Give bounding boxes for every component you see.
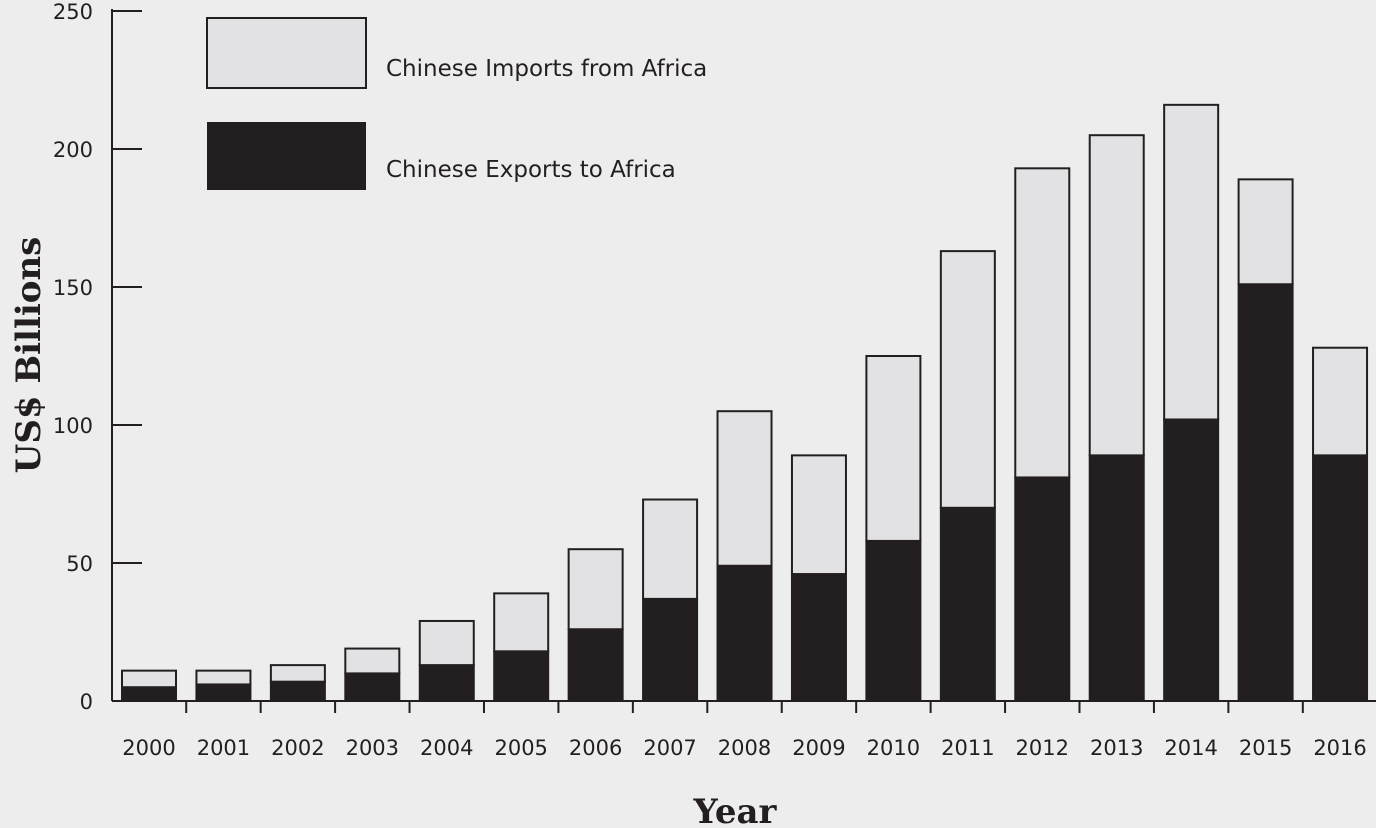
y-tick-label: 0	[80, 690, 93, 714]
bar-segment-exports	[195, 683, 252, 703]
bar-segment-imports	[865, 355, 922, 542]
bar-segment-imports	[418, 619, 475, 667]
bar-segment-imports	[790, 454, 847, 576]
y-axis-title: US$ Billions	[9, 237, 49, 474]
x-tick-label: 2012	[1016, 736, 1069, 760]
y-tick-label: 50	[66, 552, 93, 576]
bar-segment-imports	[1237, 178, 1294, 286]
y-tick-label: 150	[53, 276, 93, 300]
bar-segment-imports	[1163, 103, 1220, 421]
x-tick-label: 2002	[271, 736, 324, 760]
bar-segment-exports	[790, 573, 847, 702]
y-tick-label: 200	[53, 138, 93, 162]
legend-label-imports: Chinese Imports from Africa	[386, 56, 707, 82]
bar-segment-imports	[716, 410, 773, 567]
bar-segment-exports	[418, 664, 475, 702]
bar-segment-exports	[1014, 476, 1071, 702]
bar-segment-exports	[1312, 454, 1369, 702]
bar-segment-imports	[493, 592, 550, 653]
bar-segment-imports	[1312, 346, 1369, 457]
legend-swatch-imports	[206, 17, 367, 89]
bar-segment-exports	[939, 506, 996, 702]
bar-segment-exports	[269, 680, 326, 702]
y-tick-label: 250	[53, 0, 93, 24]
bar-segment-imports	[121, 669, 177, 689]
x-tick-label: 2016	[1313, 736, 1366, 760]
bar-segment-imports	[939, 250, 996, 509]
bar-segment-exports	[716, 564, 773, 703]
x-tick-label: 2015	[1239, 736, 1292, 760]
x-tick-label: 2011	[941, 736, 994, 760]
legend-label-exports: Chinese Exports to Africa	[386, 157, 676, 183]
legend: Chinese Imports from Africa Chinese Expo…	[206, 17, 707, 190]
bar-segment-imports	[1014, 167, 1071, 479]
x-tick-label: 2005	[494, 736, 547, 760]
bar-segment-exports	[344, 672, 401, 703]
bar-segment-imports	[344, 647, 401, 675]
bar-segment-exports	[1237, 283, 1294, 702]
bar-segment-imports	[642, 498, 699, 600]
y-tick-label: 100	[53, 414, 93, 438]
bar-segment-imports	[269, 664, 326, 683]
x-tick-label: 2000	[122, 736, 175, 760]
y-axis-ticks: 0 50 100 150 200 250	[53, 0, 142, 714]
x-tick-label: 2007	[643, 736, 696, 760]
x-tick-label: 2001	[197, 736, 250, 760]
x-tick-label: 2009	[792, 736, 845, 760]
x-axis-title: Year	[693, 792, 778, 828]
bar-segment-exports	[121, 686, 177, 703]
bar-segment-imports	[195, 669, 252, 686]
bar-segment-exports	[642, 597, 699, 703]
bars-layer	[121, 103, 1369, 703]
x-tick-label: 2006	[569, 736, 622, 760]
x-tick-label: 2003	[346, 736, 399, 760]
bar-segment-exports	[865, 539, 922, 702]
x-tick-label: 2010	[867, 736, 920, 760]
x-tick-label: 2014	[1164, 736, 1217, 760]
bar-segment-exports	[1163, 418, 1220, 702]
x-tick-label: 2008	[718, 736, 771, 760]
bar-segment-exports	[493, 650, 550, 703]
x-tick-label: 2013	[1090, 736, 1143, 760]
bar-segment-exports	[567, 628, 624, 702]
bar-segment-imports	[567, 548, 624, 631]
bar-segment-exports	[1088, 454, 1145, 702]
x-axis-ticks: 2000 2001 2002 2003 2004 2005 2006 2007 2008 2009…	[122, 701, 1367, 760]
legend-swatch-exports	[207, 122, 366, 190]
x-tick-label: 2004	[420, 736, 473, 760]
bar-segment-imports	[1088, 134, 1145, 457]
